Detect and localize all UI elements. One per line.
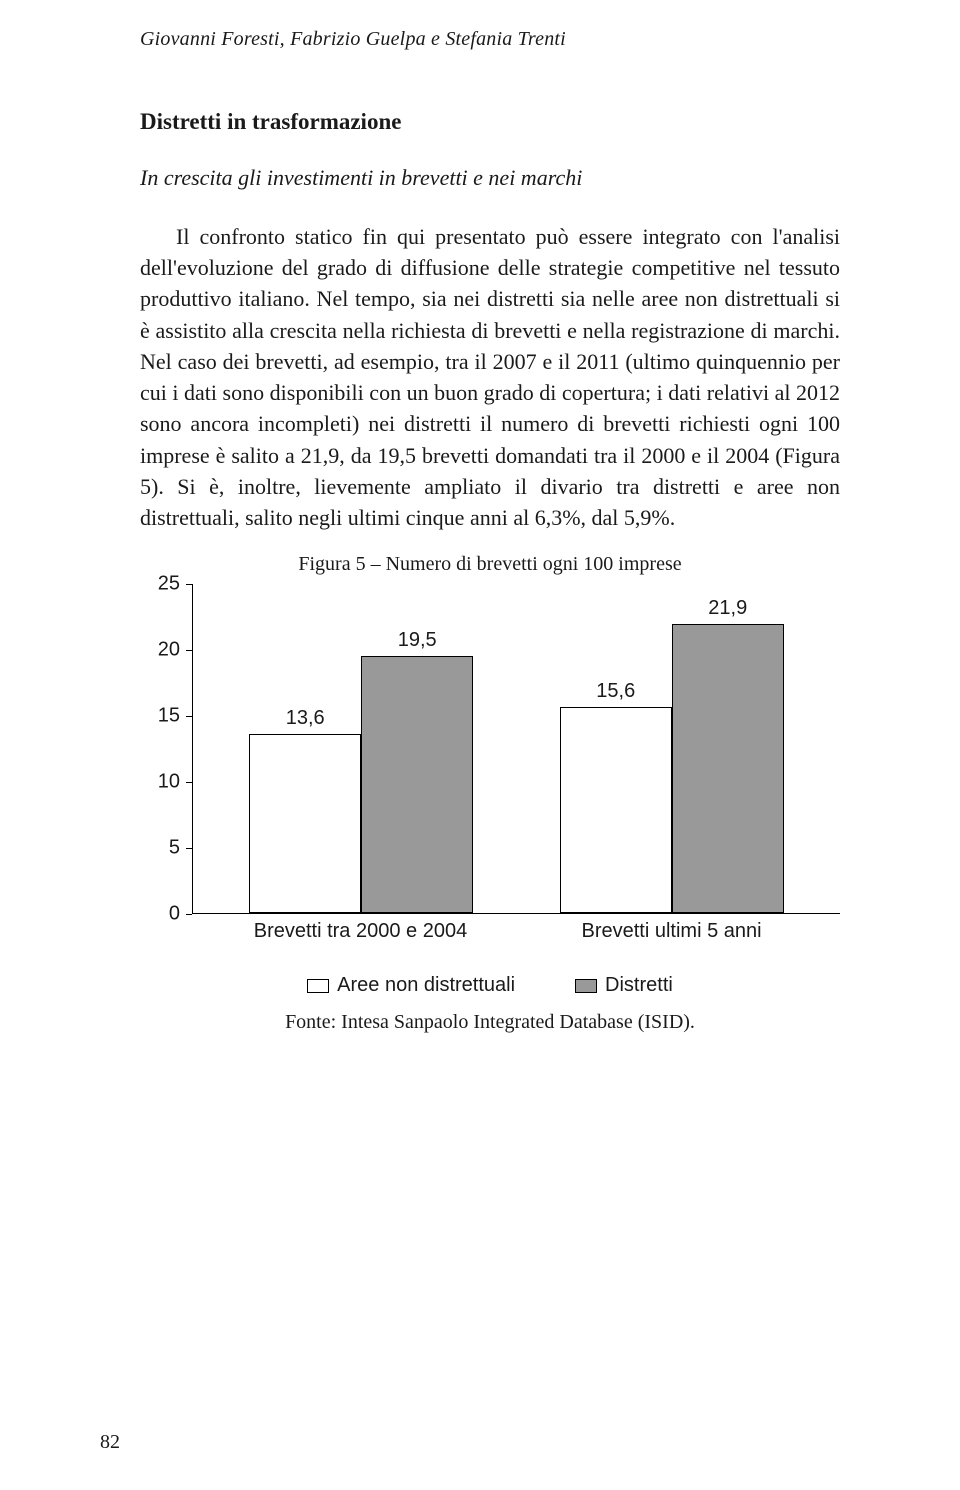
bar-value-label: 13,6 [286, 707, 325, 730]
bar: 13,6 [249, 734, 361, 914]
legend-item: Distretti [575, 974, 673, 997]
bar-value-label: 21,9 [708, 597, 747, 620]
y-tick-mark [186, 914, 192, 915]
legend-item: Aree non distrettuali [307, 974, 515, 997]
legend-swatch [575, 979, 597, 993]
chart-area: 0510152025 13,619,515,621,9 [140, 584, 840, 914]
x-tick-label: Brevetti ultimi 5 anni [581, 920, 761, 943]
bar-group: 15,621,9 [557, 624, 787, 913]
y-tick-label: 20 [158, 639, 180, 662]
bar: 19,5 [361, 656, 473, 913]
x-axis-labels: Brevetti tra 2000 e 2004 Brevetti ultimi … [192, 920, 840, 950]
y-tick-label: 10 [158, 771, 180, 794]
plot-area: 13,619,515,621,9 [192, 584, 840, 914]
bar: 21,9 [672, 624, 784, 913]
legend-swatch [307, 979, 329, 993]
y-tick-label: 25 [158, 573, 180, 596]
section-title: Distretti in trasformazione [140, 109, 840, 135]
subsection-title: In crescita gli investimenti in brevetti… [140, 165, 840, 191]
bar: 15,6 [560, 707, 672, 913]
figure-caption: Figura 5 – Numero di brevetti ogni 100 i… [140, 553, 840, 576]
body-paragraph: Il confronto statico fin qui presentato … [140, 221, 840, 533]
page-number: 82 [100, 1431, 120, 1454]
figure-5: Figura 5 – Numero di brevetti ogni 100 i… [140, 553, 840, 997]
y-tick-label: 5 [169, 837, 180, 860]
bar-value-label: 15,6 [596, 680, 635, 703]
x-tick-label: Brevetti tra 2000 e 2004 [254, 920, 467, 943]
y-tick-label: 15 [158, 705, 180, 728]
legend-label: Distretti [605, 974, 673, 997]
y-axis: 0510152025 [140, 584, 186, 914]
bar-group: 13,619,5 [246, 656, 476, 913]
legend-label: Aree non distrettuali [337, 974, 515, 997]
running-head: Giovanni Foresti, Fabrizio Guelpa e Stef… [140, 28, 840, 51]
y-tick-label: 0 [169, 903, 180, 926]
bar-value-label: 19,5 [398, 629, 437, 652]
figure-source: Fonte: Intesa Sanpaolo Integrated Databa… [140, 1011, 840, 1034]
chart-legend: Aree non distrettuali Distretti [140, 974, 840, 997]
